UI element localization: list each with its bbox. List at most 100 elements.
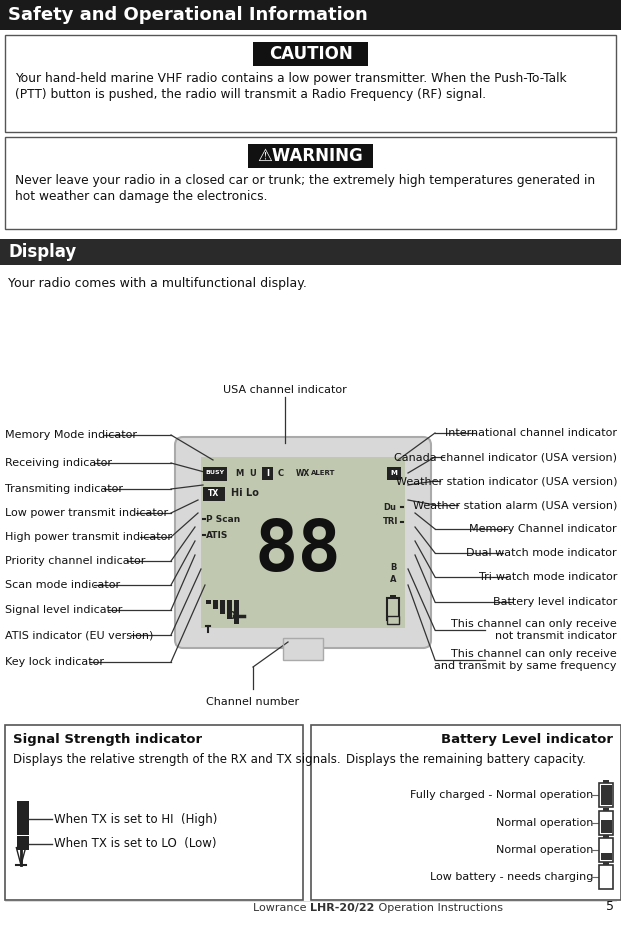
Text: Signal Strength indicator: Signal Strength indicator [13,733,202,746]
Text: USA channel indicator: USA channel indicator [223,385,347,395]
Bar [599,783,613,807]
Bar [0,0,621,30]
Bar [311,725,621,900]
Text: International channel indicator: International channel indicator [445,428,617,438]
Text: Safety and Operational Information: Safety and Operational Information [8,6,368,24]
Text: ATIS: ATIS [206,531,229,539]
Bar [206,600,211,604]
Text: 5: 5 [606,900,614,913]
Bar [283,638,323,660]
Bar [5,725,303,900]
Bar [253,42,368,66]
Bar [387,598,399,620]
Text: hot weather can damage the electronics.: hot weather can damage the electronics. [15,190,268,203]
Text: Priority channel indicator: Priority channel indicator [5,556,145,566]
Text: O: O [226,611,236,621]
Text: B: B [390,563,396,573]
Text: Battery level indicator: Battery level indicator [492,597,617,607]
FancyBboxPatch shape [175,437,431,648]
Text: (PTT) button is pushed, the radio will transmit a Radio Frequency (RF) signal.: (PTT) button is pushed, the radio will t… [15,88,486,101]
Text: TRI: TRI [383,517,399,526]
Bar [0,239,621,265]
Bar [203,487,225,501]
Text: Du: Du [383,502,396,512]
Bar [603,862,609,865]
Text: Display: Display [8,243,76,261]
Text: Canada channel indicator (USA version): Canada channel indicator (USA version) [394,452,617,462]
Text: Key lock indicator: Key lock indicator [5,657,104,667]
Text: BUSY: BUSY [206,471,225,475]
Text: A: A [390,575,396,585]
Bar [603,808,609,811]
Bar [17,801,29,835]
Text: Lowrance: Lowrance [253,903,310,913]
Text: Low power transmit indicator: Low power transmit indicator [5,508,168,518]
Bar [5,35,616,132]
Text: Weather station indicator (USA version): Weather station indicator (USA version) [396,476,617,486]
Text: Never leave your radio in a closed car or trunk; the extremely high temperatures: Never leave your radio in a closed car o… [15,174,595,187]
Bar [601,853,612,860]
Bar [283,638,323,660]
Text: ALERT: ALERT [310,470,335,476]
Text: Channel number: Channel number [206,697,299,707]
Text: Hi Lo: Hi Lo [231,488,259,498]
Text: WX: WX [296,468,310,477]
Text: This channel can only receive
and transmit by same frequency: This channel can only receive and transm… [435,648,617,672]
Text: Weather station alarm (USA version): Weather station alarm (USA version) [412,500,617,510]
Bar [387,467,401,480]
Text: M: M [391,470,397,476]
Text: This channel can only receive
not transmit indicator: This channel can only receive not transm… [451,619,617,641]
Text: High power transmit indicator: High power transmit indicator [5,532,172,542]
Bar [390,595,396,598]
Bar [5,137,616,229]
Bar [601,820,612,833]
Bar [5,35,616,132]
Text: M: M [235,468,243,477]
Text: Operation Instructions: Operation Instructions [375,903,503,913]
Text: C: C [278,468,284,477]
Bar [201,457,405,628]
Text: Dual watch mode indicator: Dual watch mode indicator [466,548,617,558]
Bar [262,467,273,480]
Bar [248,144,373,168]
Bar [220,600,225,614]
Text: When TX is set to HI  (High): When TX is set to HI (High) [54,812,217,825]
Text: Low battery - needs charging: Low battery - needs charging [430,872,593,882]
Text: ATIS indicator (EU version): ATIS indicator (EU version) [5,630,153,640]
Bar [599,811,613,835]
Bar [601,785,612,805]
Text: Displays the relative strength of the RX and TX signals.: Displays the relative strength of the RX… [13,753,341,766]
Bar [17,836,29,850]
Text: Receiving indicator: Receiving indicator [5,458,112,468]
Text: Your hand-held marine VHF radio contains a low power transmitter. When the Push-: Your hand-held marine VHF radio contains… [15,72,566,85]
Bar [227,600,232,619]
Text: Tri-watch mode indicator: Tri-watch mode indicator [479,572,617,582]
Text: CAUTION: CAUTION [269,45,352,63]
Bar [234,600,239,624]
Bar [203,467,227,481]
Text: Displays the remaining battery capacity.: Displays the remaining battery capacity. [346,753,586,766]
Text: LHR-20/22: LHR-20/22 [310,903,374,913]
Text: Signal level indicator: Signal level indicator [5,605,122,615]
Bar [213,600,218,609]
Text: Battery Level indicator: Battery Level indicator [441,733,613,746]
Text: Scan mode indicator: Scan mode indicator [5,580,120,590]
Bar [387,616,399,624]
Text: Transmiting indicator: Transmiting indicator [5,484,123,494]
Text: 88: 88 [255,516,342,586]
Text: Memory Mode indicator: Memory Mode indicator [5,430,137,440]
Text: TX: TX [209,488,220,498]
Text: Your radio comes with a multifunctional display.: Your radio comes with a multifunctional … [8,277,307,290]
Bar [603,780,609,783]
Text: ⚠WARNING: ⚠WARNING [258,147,363,165]
Text: I: I [266,468,270,477]
Bar [599,865,613,889]
Text: Fully charged - Normal operation: Fully charged - Normal operation [410,790,593,800]
Text: I: I [266,468,268,477]
Text: Normal operation: Normal operation [496,845,593,855]
Text: Normal operation: Normal operation [496,818,593,828]
Text: U: U [250,468,256,477]
Bar [5,137,616,229]
Bar [599,838,613,862]
Text: Memory Channel indicator: Memory Channel indicator [469,524,617,534]
